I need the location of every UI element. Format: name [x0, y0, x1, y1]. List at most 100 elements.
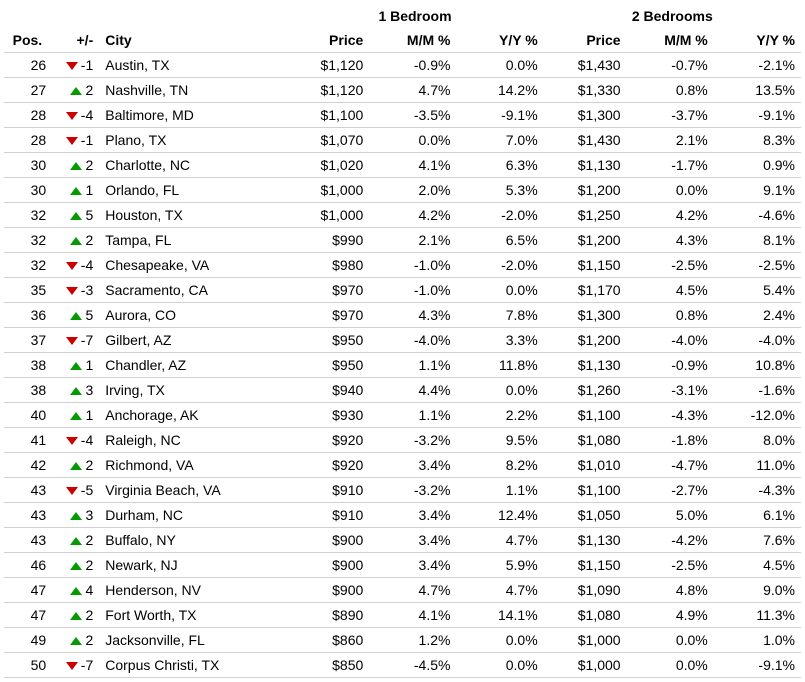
cell-delta: 4	[48, 578, 99, 603]
arrow-up-icon	[70, 312, 82, 320]
cell-1br-price: $900	[286, 528, 369, 553]
delta-value: -7	[81, 332, 93, 348]
cell-2br-price: $1,130	[544, 353, 627, 378]
col-city: City	[99, 28, 286, 53]
col-2br-mm: M/M %	[627, 28, 714, 53]
cell-1br-mm: 0.0%	[369, 128, 456, 153]
cell-2br-mm: -3.7%	[627, 103, 714, 128]
cell-1br-mm: 3.4%	[369, 503, 456, 528]
cell-2br-yy: 8.1%	[714, 228, 801, 253]
cell-1br-mm: 1.1%	[369, 403, 456, 428]
delta-value: 3	[85, 382, 93, 398]
cell-1br-mm: 3.4%	[369, 528, 456, 553]
delta-value: 2	[85, 157, 93, 173]
arrow-up-icon	[70, 362, 82, 370]
cell-1br-price: $940	[286, 378, 369, 403]
cell-city: Anchorage, AK	[99, 403, 286, 428]
cell-2br-mm: -4.2%	[627, 528, 714, 553]
delta-value: 4	[85, 582, 93, 598]
cell-1br-price: $950	[286, 353, 369, 378]
cell-city: Henderson, NV	[99, 578, 286, 603]
cell-2br-price: $1,200	[544, 328, 627, 353]
cell-2br-price: $1,430	[544, 53, 627, 78]
cell-1br-mm: -1.0%	[369, 278, 456, 303]
cell-pos: 43	[4, 528, 48, 553]
table-row: 383Irving, TX$9404.4%0.0%$1,260-3.1%-1.6…	[4, 378, 801, 403]
cell-city: Jacksonville, FL	[99, 628, 286, 653]
cell-1br-mm: 4.7%	[369, 78, 456, 103]
cell-pos: 28	[4, 103, 48, 128]
cell-city: Corpus Christi, TX	[99, 653, 286, 678]
delta-value: 3	[85, 507, 93, 523]
cell-delta: 2	[48, 528, 99, 553]
cell-1br-mm: 2.0%	[369, 178, 456, 203]
cell-1br-price: $1,100	[286, 103, 369, 128]
cell-1br-price: $1,020	[286, 153, 369, 178]
cell-2br-price: $1,150	[544, 253, 627, 278]
cell-1br-mm: 4.2%	[369, 203, 456, 228]
cell-2br-yy: 10.8%	[714, 353, 801, 378]
cell-1br-price: $920	[286, 428, 369, 453]
cell-pos: 32	[4, 203, 48, 228]
cell-city: Baltimore, MD	[99, 103, 286, 128]
cell-2br-price: $1,260	[544, 378, 627, 403]
cell-city: Chesapeake, VA	[99, 253, 286, 278]
table-row: 28-1Plano, TX$1,0700.0%7.0%$1,4302.1%8.3…	[4, 128, 801, 153]
cell-city: Gilbert, AZ	[99, 328, 286, 353]
cell-1br-price: $930	[286, 403, 369, 428]
table-row: 322Tampa, FL$9902.1%6.5%$1,2004.3%8.1%	[4, 228, 801, 253]
cell-1br-yy: 4.7%	[456, 578, 543, 603]
cell-2br-price: $1,200	[544, 178, 627, 203]
cell-delta: 3	[48, 503, 99, 528]
cell-1br-yy: 6.5%	[456, 228, 543, 253]
cell-1br-price: $860	[286, 628, 369, 653]
cell-1br-mm: 4.1%	[369, 153, 456, 178]
cell-delta: -4	[48, 103, 99, 128]
cell-2br-mm: 4.2%	[627, 203, 714, 228]
cell-2br-mm: -1.7%	[627, 153, 714, 178]
cell-1br-price: $1,120	[286, 53, 369, 78]
delta-value: 2	[85, 457, 93, 473]
cell-2br-yy: 6.1%	[714, 503, 801, 528]
cell-delta: 3	[48, 378, 99, 403]
table-row: 432Buffalo, NY$9003.4%4.7%$1,130-4.2%7.6…	[4, 528, 801, 553]
cell-1br-yy: 8.2%	[456, 453, 543, 478]
cell-1br-yy: 0.0%	[456, 278, 543, 303]
cell-pos: 43	[4, 478, 48, 503]
cell-1br-price: $900	[286, 578, 369, 603]
cell-2br-yy: -4.6%	[714, 203, 801, 228]
col-pos: Pos.	[4, 28, 48, 53]
table-row: 301Orlando, FL$1,0002.0%5.3%$1,2000.0%9.…	[4, 178, 801, 203]
cell-delta: -4	[48, 253, 99, 278]
table-row: 492Jacksonville, FL$8601.2%0.0%$1,0000.0…	[4, 628, 801, 653]
cell-pos: 47	[4, 603, 48, 628]
cell-city: Virginia Beach, VA	[99, 478, 286, 503]
delta-value: -3	[81, 282, 93, 298]
cell-city: Newark, NJ	[99, 553, 286, 578]
cell-2br-price: $1,010	[544, 453, 627, 478]
cell-1br-price: $970	[286, 303, 369, 328]
cell-2br-yy: -12.0%	[714, 403, 801, 428]
cell-1br-mm: -3.2%	[369, 428, 456, 453]
cell-2br-mm: 0.8%	[627, 78, 714, 103]
table-row: 32-4Chesapeake, VA$980-1.0%-2.0%$1,150-2…	[4, 253, 801, 278]
table-row: 474Henderson, NV$9004.7%4.7%$1,0904.8%9.…	[4, 578, 801, 603]
arrow-up-icon	[70, 237, 82, 245]
cell-delta: 2	[48, 228, 99, 253]
cell-2br-yy: 11.3%	[714, 603, 801, 628]
col-1br-price: Price	[286, 28, 369, 53]
table-row: 422Richmond, VA$9203.4%8.2%$1,010-4.7%11…	[4, 453, 801, 478]
delta-value: 2	[85, 532, 93, 548]
cell-2br-yy: 11.0%	[714, 453, 801, 478]
cell-2br-price: $1,000	[544, 653, 627, 678]
cell-2br-price: $1,130	[544, 153, 627, 178]
cell-1br-yy: 0.0%	[456, 628, 543, 653]
cell-2br-mm: -4.0%	[627, 328, 714, 353]
cell-pos: 38	[4, 353, 48, 378]
delta-value: 1	[85, 182, 93, 198]
cell-pos: 32	[4, 253, 48, 278]
cell-2br-mm: -2.7%	[627, 478, 714, 503]
cell-1br-mm: 1.2%	[369, 628, 456, 653]
cell-2br-yy: 0.9%	[714, 153, 801, 178]
cell-1br-yy: 0.0%	[456, 653, 543, 678]
